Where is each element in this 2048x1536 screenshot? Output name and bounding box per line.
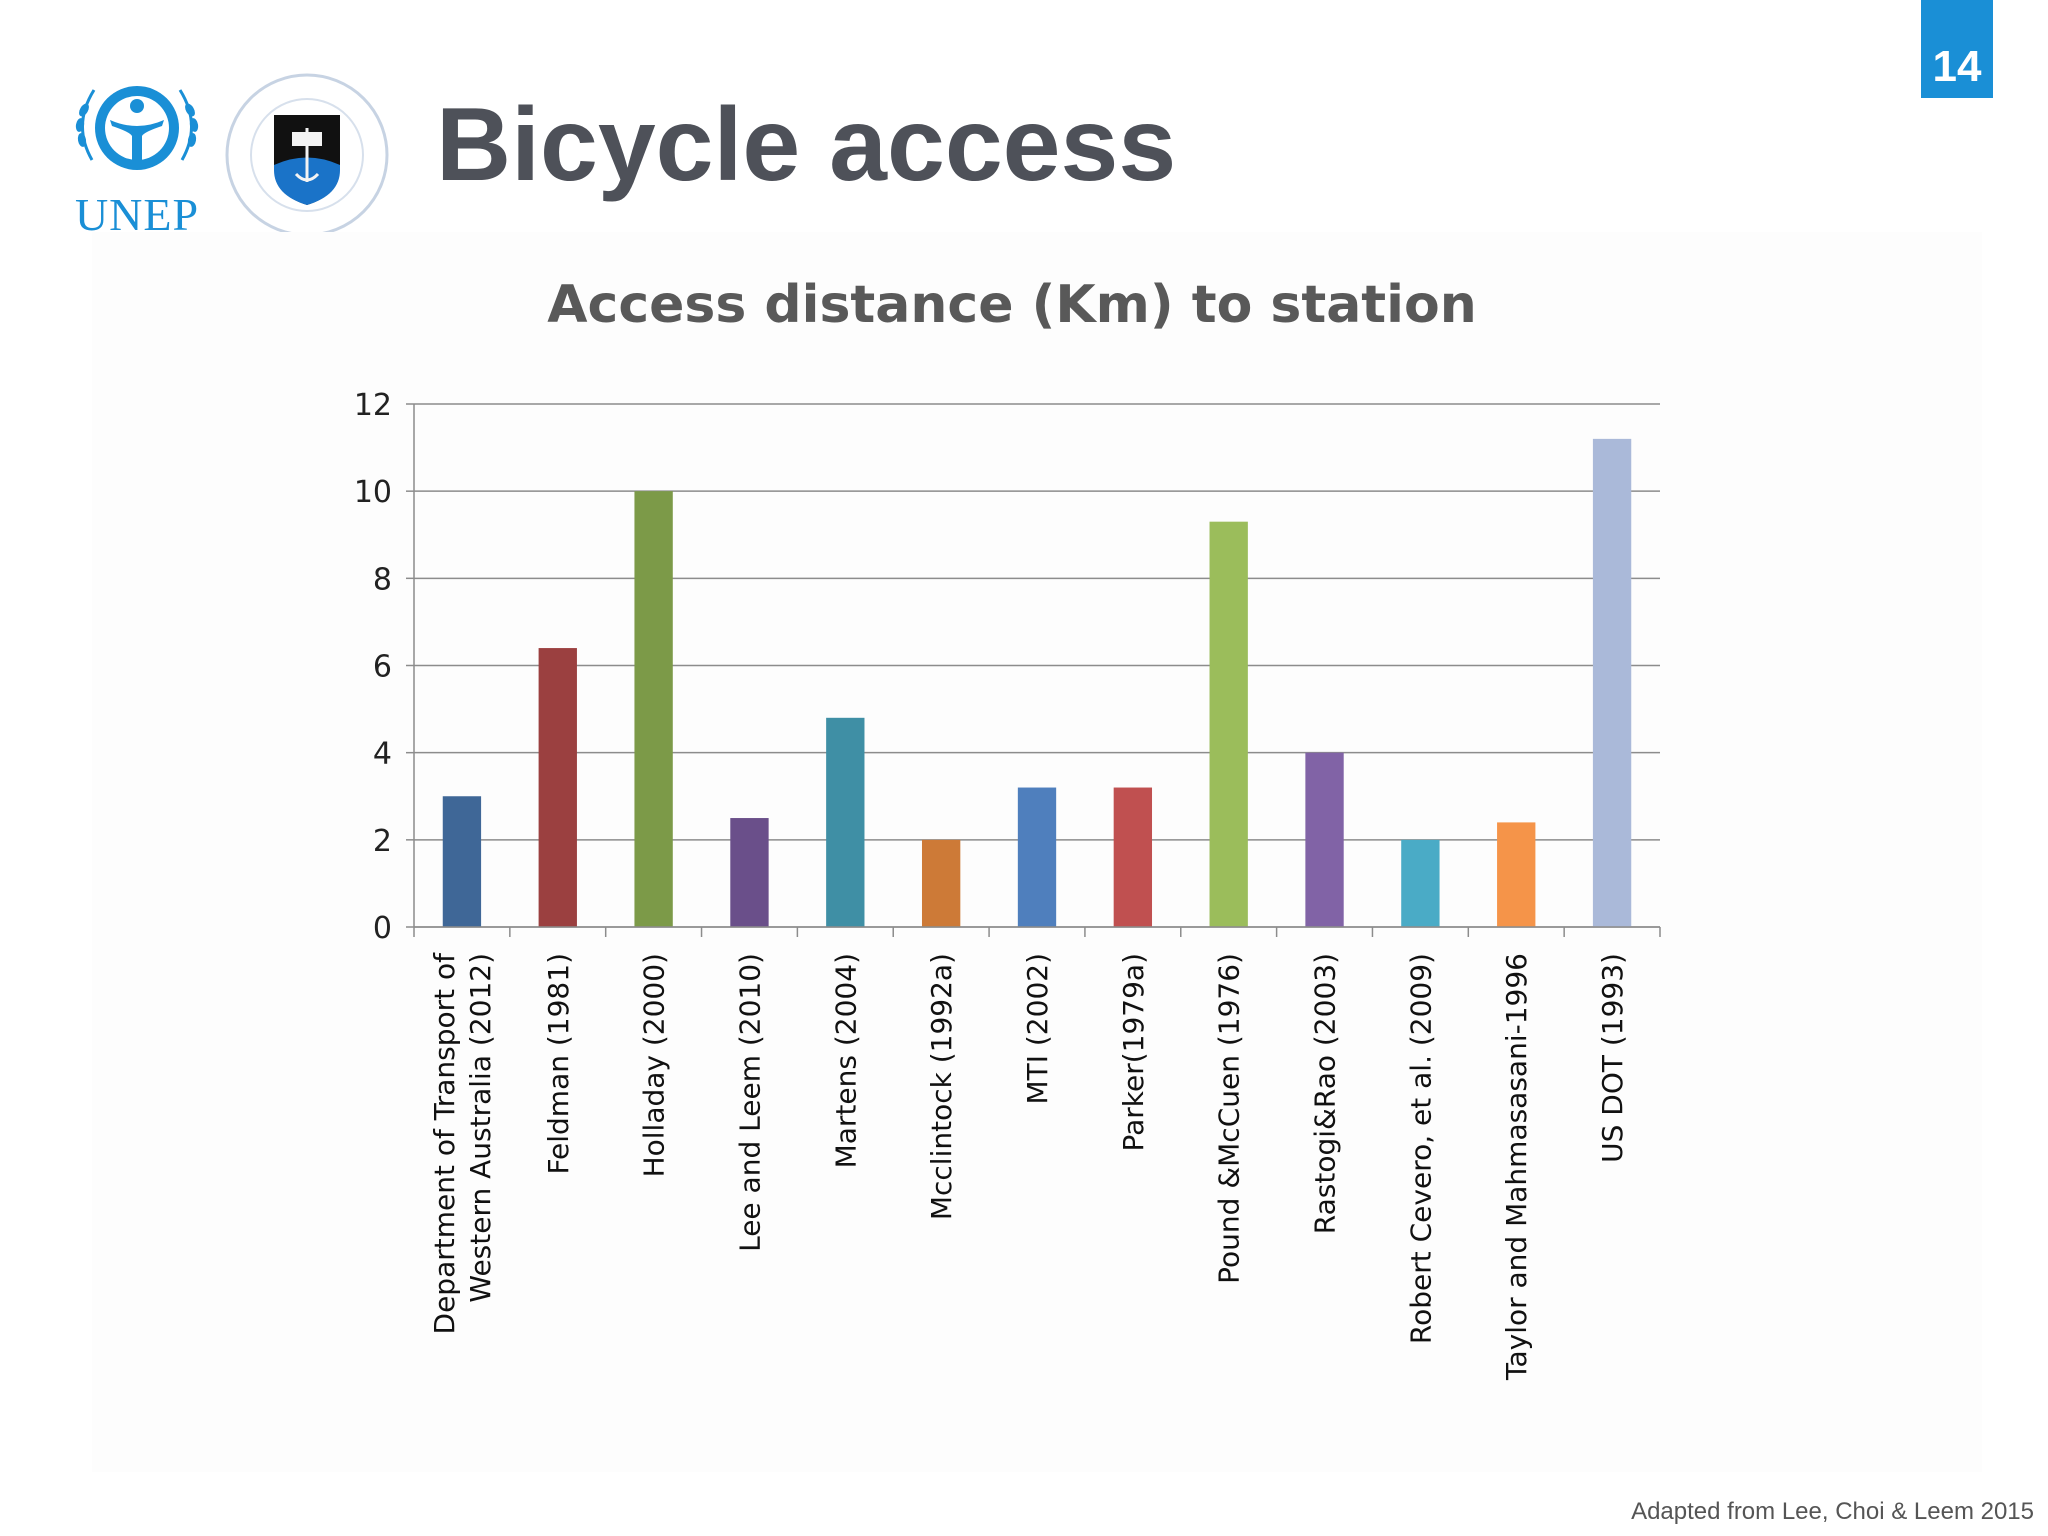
y-tick-label: 10 bbox=[354, 475, 392, 510]
chart-title: Access distance (Km) to station bbox=[547, 275, 1476, 335]
x-category-label: Lee and Leem (2010) bbox=[733, 953, 766, 1252]
x-category-label: Mcclintock (1992a) bbox=[925, 953, 958, 1220]
y-tick-label: 6 bbox=[373, 650, 392, 685]
bar bbox=[634, 491, 673, 927]
x-category-label: Holladay (2000) bbox=[638, 953, 671, 1177]
tick-labels: 0 2 4 6 8 10 12 Department of Transport of Weste… bbox=[354, 388, 1629, 1381]
bar bbox=[1305, 752, 1344, 927]
y-tick-label: 2 bbox=[373, 824, 392, 859]
y-tick-label: 4 bbox=[373, 737, 392, 772]
page-number-badge: 14 bbox=[1921, 0, 1993, 98]
y-tick-label: 0 bbox=[373, 911, 392, 946]
x-category-label: Department of Transport of bbox=[428, 952, 461, 1335]
x-category-label: Parker(1979a) bbox=[1117, 953, 1150, 1152]
x-category-label: Martens (2004) bbox=[829, 953, 862, 1168]
bar bbox=[1209, 521, 1248, 927]
slide-title: Bicycle access bbox=[436, 87, 1177, 203]
page-number: 14 bbox=[1932, 42, 1982, 91]
bar bbox=[538, 648, 577, 927]
x-category-label: Pound &McCuen (1976) bbox=[1213, 953, 1246, 1284]
bars bbox=[442, 438, 1632, 927]
x-category-label: Rastogi&Rao (2003) bbox=[1309, 953, 1342, 1234]
bar bbox=[1401, 839, 1440, 927]
source-footnote: Adapted from Lee, Choi & Leem 2015 bbox=[1631, 1498, 2034, 1525]
x-category-label: Taylor and Mahmasasani-1996 bbox=[1500, 953, 1533, 1381]
x-category-label: Feldman (1981) bbox=[542, 953, 575, 1175]
x-category-label: Western Australia (2012) bbox=[464, 953, 497, 1303]
uct-seal-logo bbox=[225, 73, 389, 237]
bar bbox=[1592, 438, 1632, 927]
bar bbox=[826, 717, 865, 927]
bar bbox=[730, 818, 769, 927]
x-category-label: Robert Cevero, et al. (2009) bbox=[1404, 953, 1437, 1344]
bar bbox=[1113, 787, 1153, 927]
x-category-label: MTI (2002) bbox=[1021, 953, 1054, 1105]
bar bbox=[921, 839, 961, 927]
unep-logo bbox=[75, 86, 199, 170]
y-tick-label: 8 bbox=[373, 562, 392, 597]
bar bbox=[1497, 822, 1536, 927]
y-tick-label: 12 bbox=[354, 388, 392, 423]
chart-panel: Access distance (Km) to station 0 2 4 6 8 10 1… bbox=[92, 232, 1982, 1472]
bar-chart: Access distance (Km) to station 0 2 4 6 8 10 1… bbox=[354, 275, 1661, 1381]
bar bbox=[1017, 787, 1057, 927]
bar bbox=[442, 796, 482, 927]
unep-wordmark: UNEP bbox=[74, 189, 200, 240]
x-category-label: US DOT (1993) bbox=[1596, 953, 1629, 1163]
axes bbox=[406, 403, 1661, 937]
